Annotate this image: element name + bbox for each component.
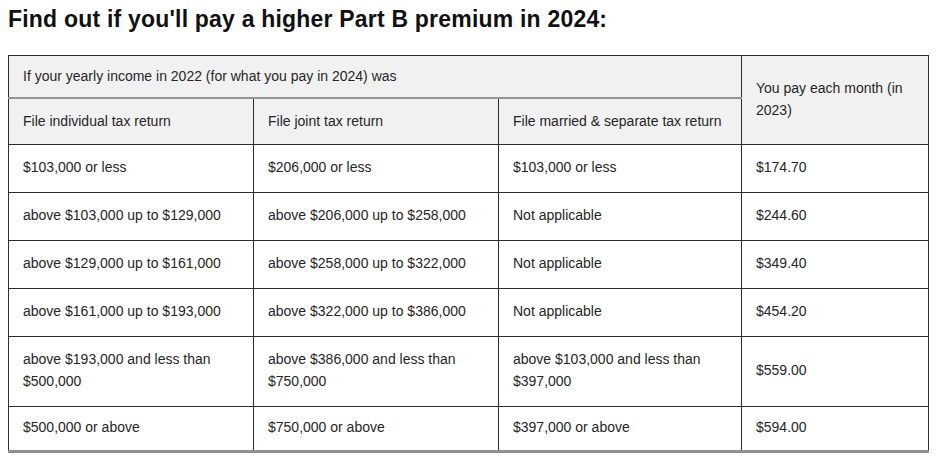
cell-individual: above $103,000 up to $129,000 [9,192,254,240]
cell-individual: above $161,000 up to $193,000 [9,288,254,336]
cell-joint: above $322,000 up to $386,000 [254,288,499,336]
header-monthly-payment: You pay each month (in 2023) [742,55,929,144]
table-row: above $193,000 and less than $500,000 ab… [9,336,929,406]
header-married-separate-return: File married & separate tax return [499,98,742,144]
header-income-group: If your yearly income in 2022 (for what … [9,55,742,98]
cell-individual: above $129,000 up to $161,000 [9,240,254,288]
table-body: $103,000 or less $206,000 or less $103,0… [9,144,929,451]
cell-married-separate: above $103,000 and less than $397,000 [499,336,742,406]
part-b-premium-table: If your yearly income in 2022 (for what … [8,55,929,453]
cell-married-separate: Not applicable [499,288,742,336]
cell-married-separate: Not applicable [499,240,742,288]
page: Find out if you'll pay a higher Part B p… [0,0,936,468]
page-title: Find out if you'll pay a higher Part B p… [8,6,928,34]
cell-premium: $244.60 [742,192,929,240]
table-row: above $103,000 up to $129,000 above $206… [9,192,929,240]
cell-joint: $206,000 or less [254,144,499,192]
table-row: above $129,000 up to $161,000 above $258… [9,240,929,288]
header-joint-return: File joint tax return [254,98,499,144]
cell-joint: above $386,000 and less than $750,000 [254,336,499,406]
cell-individual: above $193,000 and less than $500,000 [9,336,254,406]
cell-married-separate: Not applicable [499,192,742,240]
table-row: $103,000 or less $206,000 or less $103,0… [9,144,929,192]
cell-premium: $454.20 [742,288,929,336]
cell-joint: $750,000 or above [254,406,499,451]
cell-premium: $594.00 [742,406,929,451]
cell-premium: $559.00 [742,336,929,406]
cell-individual: $500,000 or above [9,406,254,451]
cell-joint: above $206,000 up to $258,000 [254,192,499,240]
header-row-income-group: If your yearly income in 2022 (for what … [9,55,929,98]
cell-individual: $103,000 or less [9,144,254,192]
cell-premium: $349.40 [742,240,929,288]
header-individual-return: File individual tax return [9,98,254,144]
cell-joint: above $258,000 up to $322,000 [254,240,499,288]
table-header: If your yearly income in 2022 (for what … [9,55,929,144]
cell-married-separate: $397,000 or above [499,406,742,451]
cell-married-separate: $103,000 or less [499,144,742,192]
cell-premium: $174.70 [742,144,929,192]
table-row: $500,000 or above $750,000 or above $397… [9,406,929,451]
table-row: above $161,000 up to $193,000 above $322… [9,288,929,336]
